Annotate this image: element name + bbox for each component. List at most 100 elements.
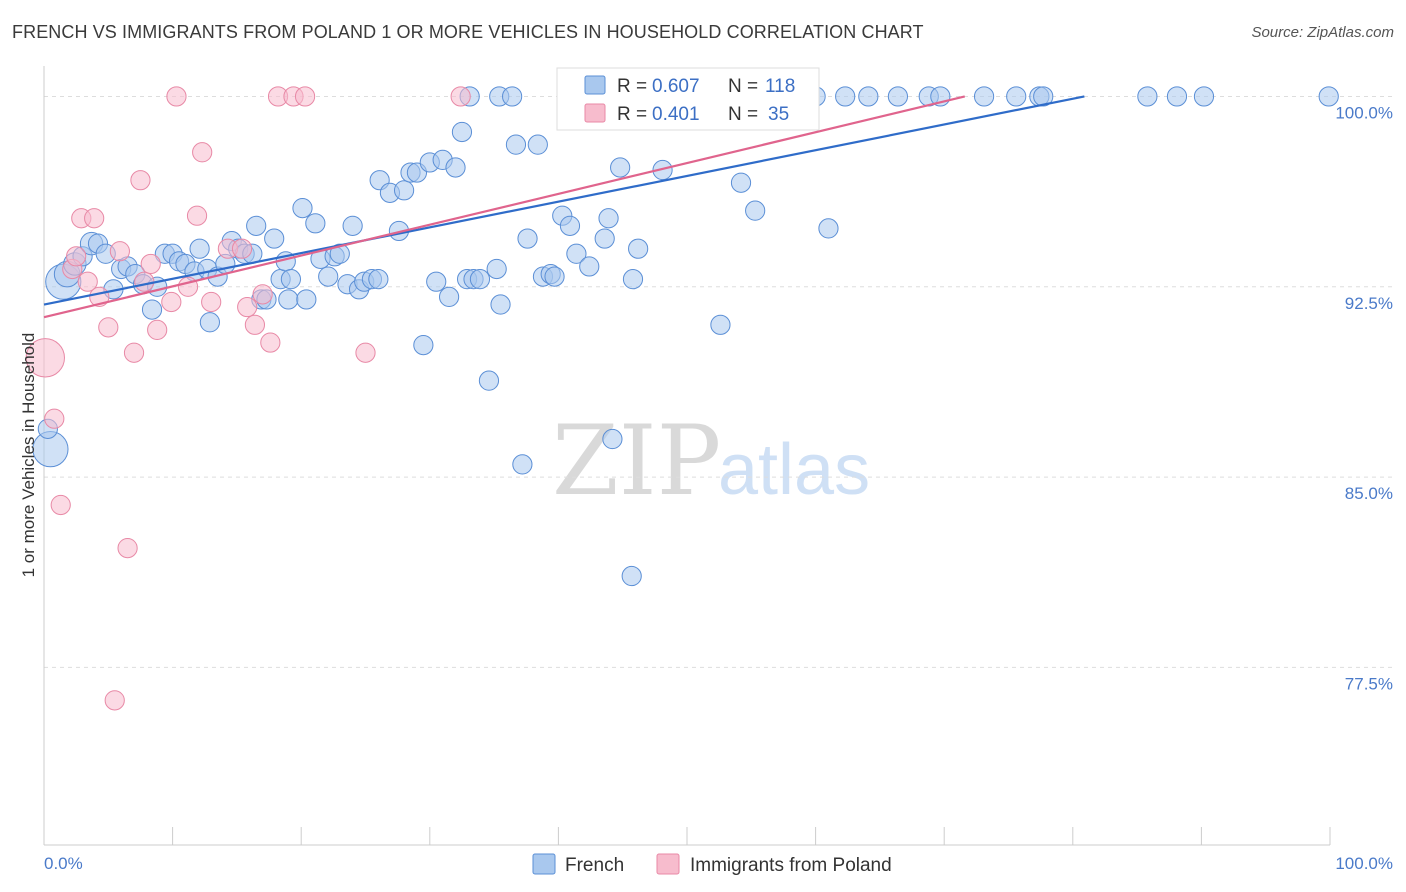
- legend-french-n-label: N =: [728, 76, 758, 97]
- bottom-legend-french-label: French: [565, 855, 624, 876]
- x-tick-min: 0.0%: [44, 854, 83, 873]
- poland-point-34: [450, 86, 471, 107]
- french-point-69: [486, 258, 507, 280]
- bottom-legend-poland-swatch: [656, 853, 680, 875]
- french-point-109: [887, 86, 909, 107]
- poland-point-4: [66, 246, 87, 267]
- poland-point-0: [25, 338, 65, 378]
- french-point-99: [710, 314, 731, 335]
- french-point-112: [973, 86, 995, 107]
- french-point-113: [1006, 86, 1027, 107]
- poland-point-2: [50, 494, 71, 516]
- french-point-62: [445, 157, 466, 178]
- poland-point-1: [44, 408, 65, 429]
- poland-trendline: [43, 95, 966, 319]
- x-tick-max: 100.0%: [1335, 854, 1393, 873]
- french-point-42: [318, 266, 339, 287]
- poland-point-16: [140, 253, 161, 275]
- poland-point-26: [237, 296, 258, 318]
- french-point-82: [566, 243, 587, 264]
- french-point-21: [189, 238, 210, 259]
- french-point-57: [413, 335, 434, 356]
- french-point-106: [818, 218, 839, 239]
- french-point-50: [368, 269, 389, 290]
- french-point-119: [1318, 86, 1339, 107]
- french-point-118: [1193, 86, 1215, 107]
- french-point-93: [621, 565, 642, 587]
- french-point-108: [858, 86, 879, 107]
- poland-point-27: [244, 314, 266, 335]
- bottom-legend-poland-label: Immigrants from Poland: [690, 855, 892, 876]
- french-point-115: [1033, 86, 1054, 107]
- poland-point-21: [186, 205, 208, 226]
- watermark-atlas: atlas: [718, 430, 870, 510]
- y-tick-label-3: 77.5%: [1345, 674, 1393, 693]
- y-tick-label-1: 92.5%: [1345, 294, 1393, 313]
- french-point-86: [594, 228, 615, 249]
- french-trendline: [43, 95, 1085, 306]
- legend-poland-n-label: N =: [728, 104, 758, 125]
- y-axis-title: 1 or more Vehicles in Household: [19, 333, 38, 578]
- poland-point-19: [166, 86, 187, 107]
- watermark-zip: ZIP: [552, 405, 721, 517]
- y-tick-label-0: 100.0%: [1335, 103, 1393, 122]
- french-point-44: [329, 243, 350, 264]
- french-point-89: [610, 157, 631, 178]
- french-point-76: [527, 134, 548, 155]
- legend-poland-r-value: 0.401: [652, 104, 700, 125]
- legend-poland-swatch: [584, 103, 606, 123]
- legend-french-swatch: [584, 75, 606, 95]
- poland-point-13: [123, 342, 145, 363]
- poland-point-15: [134, 271, 155, 292]
- french-point-72: [505, 134, 527, 155]
- gridlines: [44, 95, 1393, 668]
- french-point-59: [426, 271, 447, 292]
- poland-point-9: [98, 317, 119, 338]
- french-point-79: [544, 266, 565, 287]
- french-point-37: [278, 289, 299, 310]
- french-point-61: [438, 286, 460, 308]
- bottom-legend: French Immigrants from Poland: [532, 853, 892, 876]
- poland-point-28: [252, 284, 273, 305]
- french-point-75: [517, 228, 538, 249]
- french-point-88: [602, 428, 623, 450]
- french-point-90: [622, 269, 644, 290]
- poland-point-12: [117, 538, 138, 559]
- french-point-116: [1137, 86, 1158, 107]
- bottom-legend-french-swatch: [532, 853, 556, 875]
- french-point-101: [745, 200, 766, 221]
- poland-point-33: [355, 342, 376, 363]
- french-point-87: [598, 208, 619, 229]
- french-point-54: [393, 180, 415, 201]
- french-point-36: [280, 269, 302, 290]
- french-point-100: [730, 172, 752, 193]
- source-label: Source: ZipAtlas.com: [1251, 24, 1394, 41]
- poland-point-32: [294, 86, 316, 107]
- french-point-117: [1166, 86, 1188, 107]
- poland-point-10: [104, 690, 125, 711]
- french-point-40: [305, 213, 326, 234]
- french-point-107: [835, 86, 856, 107]
- french-point-30: [246, 215, 267, 236]
- trendlines: [43, 95, 1085, 319]
- legend-french-n-value: 118: [765, 76, 795, 97]
- legend-french-r-label: R =: [617, 76, 647, 97]
- french-point-38: [292, 197, 313, 219]
- poland-point-23: [201, 291, 222, 313]
- poland-point-25: [231, 238, 253, 259]
- poland-point-6: [77, 271, 98, 292]
- french-point-66: [469, 269, 491, 290]
- legend-french-r-value: 0.607: [652, 76, 700, 97]
- french-point-63: [451, 121, 473, 143]
- y-tick-label-2: 85.0%: [1345, 484, 1393, 503]
- french-point-39: [296, 289, 317, 310]
- poland-point-7: [84, 208, 105, 229]
- french-point-81: [559, 215, 581, 236]
- french-point-91: [628, 238, 649, 259]
- french-point-33: [264, 228, 285, 249]
- french-point-70: [490, 294, 511, 315]
- poland-point-17: [147, 319, 168, 340]
- poland-point-29: [260, 332, 281, 353]
- legend-poland-r-label: R =: [617, 104, 647, 125]
